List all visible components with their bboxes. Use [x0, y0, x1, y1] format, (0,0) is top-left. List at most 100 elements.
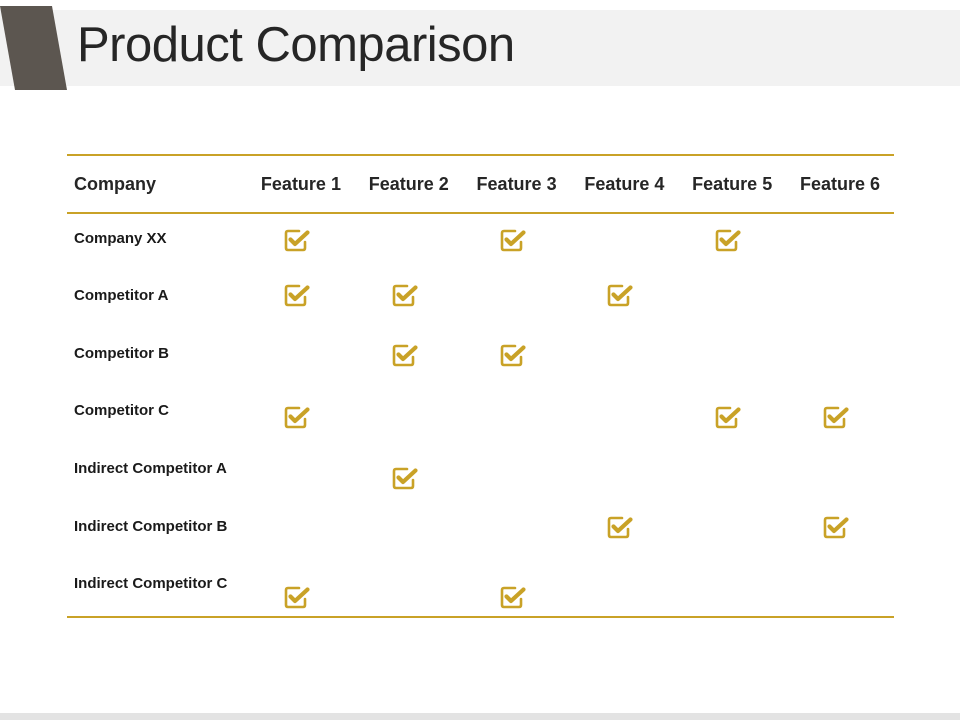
table-row: Indirect Competitor C	[67, 559, 894, 618]
checkmark	[827, 517, 849, 534]
feature-cell	[570, 213, 678, 271]
checkbox-checked-icon	[608, 284, 633, 306]
checkbox-checked-icon	[392, 344, 418, 367]
table-row: Company XX	[67, 213, 894, 271]
table-row: Competitor C	[67, 386, 894, 444]
bottom-strip	[0, 713, 960, 720]
feature-cell	[786, 271, 894, 329]
title-accent-polygon	[0, 6, 67, 90]
row-label: Indirect Competitor A	[74, 460, 227, 478]
checkbox-checked-icon	[500, 587, 526, 609]
row-label: Competitor C	[74, 402, 169, 420]
feature-cell	[570, 444, 678, 502]
checkbox-outline	[500, 344, 522, 367]
table-row: Indirect Competitor A	[67, 444, 894, 502]
checkmark	[503, 345, 526, 362]
column-header-feature-6: Feature 6	[786, 154, 894, 214]
checkbox-outline	[715, 230, 738, 252]
feature-cell	[462, 559, 571, 618]
feature-cell	[247, 501, 355, 559]
checkbox-checked-icon	[392, 467, 418, 489]
page-title: Product Comparison	[77, 18, 515, 72]
feature-cell	[247, 271, 355, 329]
feature-cell	[247, 386, 355, 444]
column-header-feature-1: Feature 1	[247, 154, 355, 214]
checkbox-outline	[392, 284, 415, 306]
table-row: Competitor B	[67, 328, 894, 386]
table-row: Competitor A	[67, 271, 894, 329]
checkmark	[288, 587, 310, 604]
feature-cell	[570, 501, 678, 559]
feature-cell	[354, 559, 463, 618]
feature-cell	[570, 328, 678, 386]
feature-cell	[570, 271, 678, 329]
checkbox-checked-icon	[823, 516, 849, 539]
row-label: Indirect Competitor B	[74, 517, 228, 535]
feature-cell	[355, 501, 463, 559]
checkbox-outline	[392, 467, 415, 489]
checkbox-checked-icon	[715, 230, 741, 252]
row-label: Indirect Competitor C	[67, 559, 248, 618]
feature-cell	[678, 501, 786, 559]
feature-cell	[786, 386, 894, 444]
checkbox-checked-icon	[284, 406, 310, 429]
checkmark	[288, 230, 310, 247]
title-accent-shape	[0, 6, 67, 90]
feature-cell	[786, 328, 894, 386]
checkmark	[719, 407, 741, 424]
row-label: Competitor B	[74, 344, 169, 362]
feature-cell	[463, 271, 571, 329]
checkmark	[827, 407, 849, 424]
checkbox-checked-icon	[284, 230, 310, 252]
feature-cell	[355, 213, 463, 271]
checkbox-outline	[715, 406, 738, 429]
feature-cell	[678, 559, 787, 618]
table-body: Company XX Competitor A Competitor B Compet…	[67, 213, 894, 618]
checkbox-checked-icon	[284, 587, 310, 609]
feature-cell	[786, 559, 894, 618]
checkmark	[396, 284, 418, 301]
feature-cell	[247, 213, 355, 271]
checkmark	[288, 407, 310, 424]
row-label: Company XX	[74, 229, 167, 247]
checkmark	[396, 467, 418, 484]
checkmark	[611, 284, 633, 301]
checkbox-outline	[608, 516, 630, 539]
checkbox-checked-icon	[500, 230, 526, 252]
column-header-feature-3: Feature 3	[462, 154, 571, 214]
column-header-feature-4: Feature 4	[570, 154, 679, 214]
checkmark	[288, 284, 310, 301]
feature-cell	[463, 328, 571, 386]
checkmark	[611, 517, 633, 534]
checkbox-outline	[500, 230, 522, 252]
column-header-feature-5: Feature 5	[678, 154, 787, 214]
checkbox-outline	[500, 587, 522, 609]
feature-cell	[247, 444, 355, 502]
checkbox-outline	[284, 284, 307, 306]
feature-cell	[463, 386, 571, 444]
checkbox-checked-icon	[284, 284, 310, 306]
feature-cell	[355, 328, 463, 386]
feature-cell	[678, 271, 786, 329]
checkmark	[396, 345, 418, 362]
feature-cell	[678, 213, 786, 271]
column-header-company: Company	[67, 154, 248, 214]
checkbox-outline	[284, 230, 307, 252]
table-row: Indirect Competitor B	[67, 501, 894, 559]
checkbox-outline	[284, 406, 307, 429]
checkbox-outline	[608, 284, 630, 306]
checkmark	[503, 230, 526, 247]
table-header-row: Company Feature 1 Feature 2 Feature 3 Fe…	[67, 154, 894, 214]
feature-cell	[678, 386, 786, 444]
checkbox-outline	[823, 516, 846, 539]
feature-cell	[570, 386, 678, 444]
feature-cell	[463, 444, 571, 502]
checkbox-checked-icon	[608, 516, 633, 539]
feature-cell	[247, 328, 355, 386]
feature-cell	[355, 444, 463, 502]
feature-cell	[463, 213, 571, 271]
feature-cell	[786, 501, 894, 559]
feature-cell	[570, 559, 679, 618]
feature-cell	[355, 386, 463, 444]
checkbox-checked-icon	[715, 406, 741, 429]
